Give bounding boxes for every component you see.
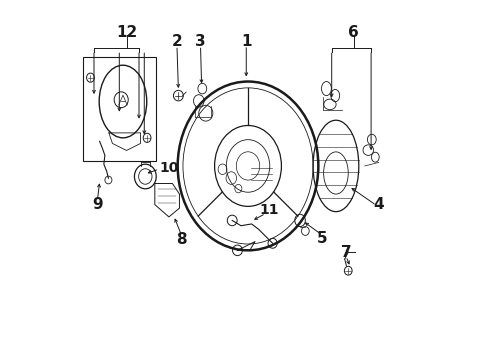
Text: 6: 6 — [347, 25, 358, 40]
Text: 10: 10 — [159, 161, 178, 175]
Text: 5: 5 — [316, 230, 326, 246]
Text: 7: 7 — [341, 244, 351, 260]
Text: 4: 4 — [372, 197, 383, 212]
Bar — [82, 57, 156, 161]
Text: 3: 3 — [195, 33, 205, 49]
Text: 8: 8 — [176, 232, 186, 247]
Text: 9: 9 — [92, 197, 102, 212]
Text: 2: 2 — [171, 33, 182, 49]
Text: 12: 12 — [116, 25, 137, 40]
Text: 11: 11 — [259, 203, 278, 217]
Text: 1: 1 — [241, 33, 251, 49]
